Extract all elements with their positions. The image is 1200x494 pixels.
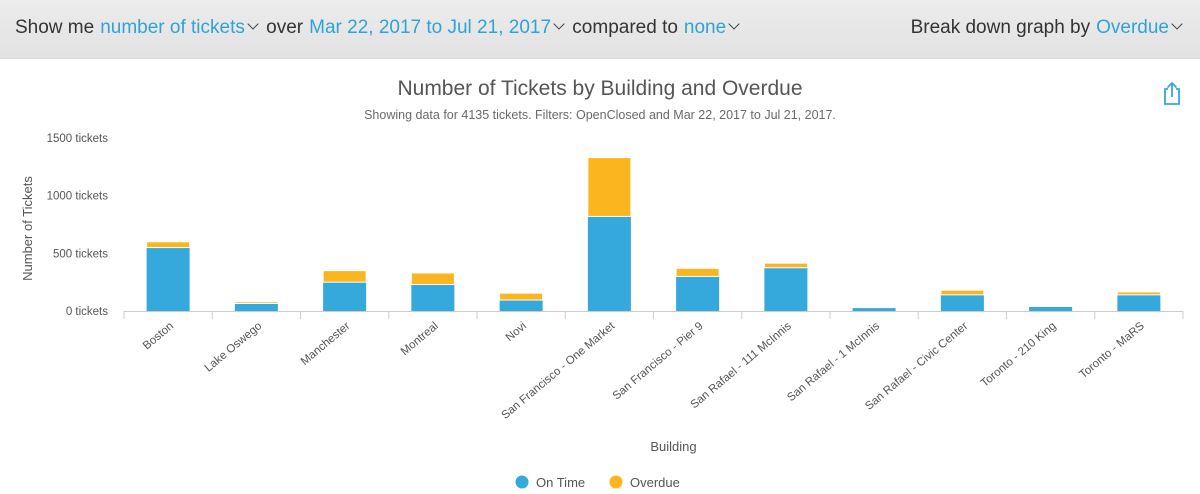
x-tick-label: San Rafael - 1 McInnis (785, 320, 882, 404)
bar-overdue (940, 289, 985, 296)
bar-on-time (1117, 294, 1161, 311)
y-tick-label: 0 tickets (66, 306, 108, 318)
x-tick-label: Lake Oswego (203, 320, 265, 374)
query-sentence: Show me number of tickets over Mar 22, 201… (15, 17, 742, 39)
bar-on-time (764, 267, 808, 311)
legend-label: On Time (536, 475, 585, 490)
bar-on-time (676, 276, 720, 311)
bar-overdue (499, 292, 544, 301)
metric-dropdown[interactable]: number of tickets (100, 17, 245, 38)
legend-label: Overdue (630, 475, 680, 490)
chart-title: Number of Tickets by Building and Overdu… (397, 77, 803, 100)
share-button[interactable] (1160, 80, 1184, 106)
compared-label: compared to (572, 17, 678, 38)
bar-overdue (146, 241, 191, 249)
bar-on-time (587, 216, 631, 311)
chart-subtitle: Showing data for 4135 tickets. Filters: … (364, 108, 836, 122)
x-tick-label: San Rafael - 111 McInnis (688, 320, 794, 411)
compared-dropdown[interactable]: none (683, 17, 727, 38)
x-tick-label: Novi (504, 320, 529, 344)
x-axis-label: Building (650, 439, 696, 454)
bar-on-time (146, 247, 190, 311)
x-tick-label: Boston (141, 320, 176, 352)
breakdown-control: Break down graph by Overdue (911, 17, 1185, 39)
bar-on-time (940, 294, 984, 311)
filter-bar: Show me number of tickets over Mar 22, 201… (0, 0, 1200, 59)
bar-on-time (323, 282, 367, 311)
bar-on-time (499, 300, 543, 311)
breakdown-dropdown[interactable]: Overdue (1096, 17, 1169, 38)
bar-overdue (587, 157, 632, 217)
date-range-dropdown[interactable]: Mar 22, 2017 to Jul 21, 2017 (309, 17, 552, 38)
bar-overdue (763, 262, 808, 269)
legend-swatch-overdue (609, 475, 623, 489)
x-tick-label: Manchester (299, 320, 353, 368)
show-me-label: Show me (15, 17, 95, 38)
x-tick-label: San Rafael - Civic Center (863, 320, 970, 413)
bar-on-time (1029, 306, 1073, 311)
bar-overdue (675, 267, 720, 277)
legend-swatch-on-time (515, 475, 529, 489)
bar-overdue (234, 301, 279, 305)
bar-overdue (410, 272, 455, 285)
x-tick-label: San Francisco - Pier 9 (611, 320, 706, 402)
x-tick-label: Toronto - MaRS (1077, 320, 1147, 381)
bar-on-time (234, 303, 278, 311)
bar-on-time (852, 308, 896, 311)
y-tick-label: 1000 tickets (47, 191, 109, 203)
x-tick-label: Montreal (399, 320, 441, 358)
share-icon (1164, 81, 1180, 105)
over-label: over (266, 17, 304, 38)
bar-overdue (1116, 291, 1161, 296)
x-tick-label: Toronto - 210 King (979, 320, 1059, 390)
y-axis-label: Number of Tickets (20, 176, 35, 281)
breakdown-label: Break down graph by (910, 17, 1091, 38)
y-tick-label: 1500 tickets (47, 133, 109, 145)
bar-overdue (322, 270, 367, 283)
bar-on-time (411, 284, 455, 311)
y-tick-label: 500 tickets (53, 248, 108, 260)
